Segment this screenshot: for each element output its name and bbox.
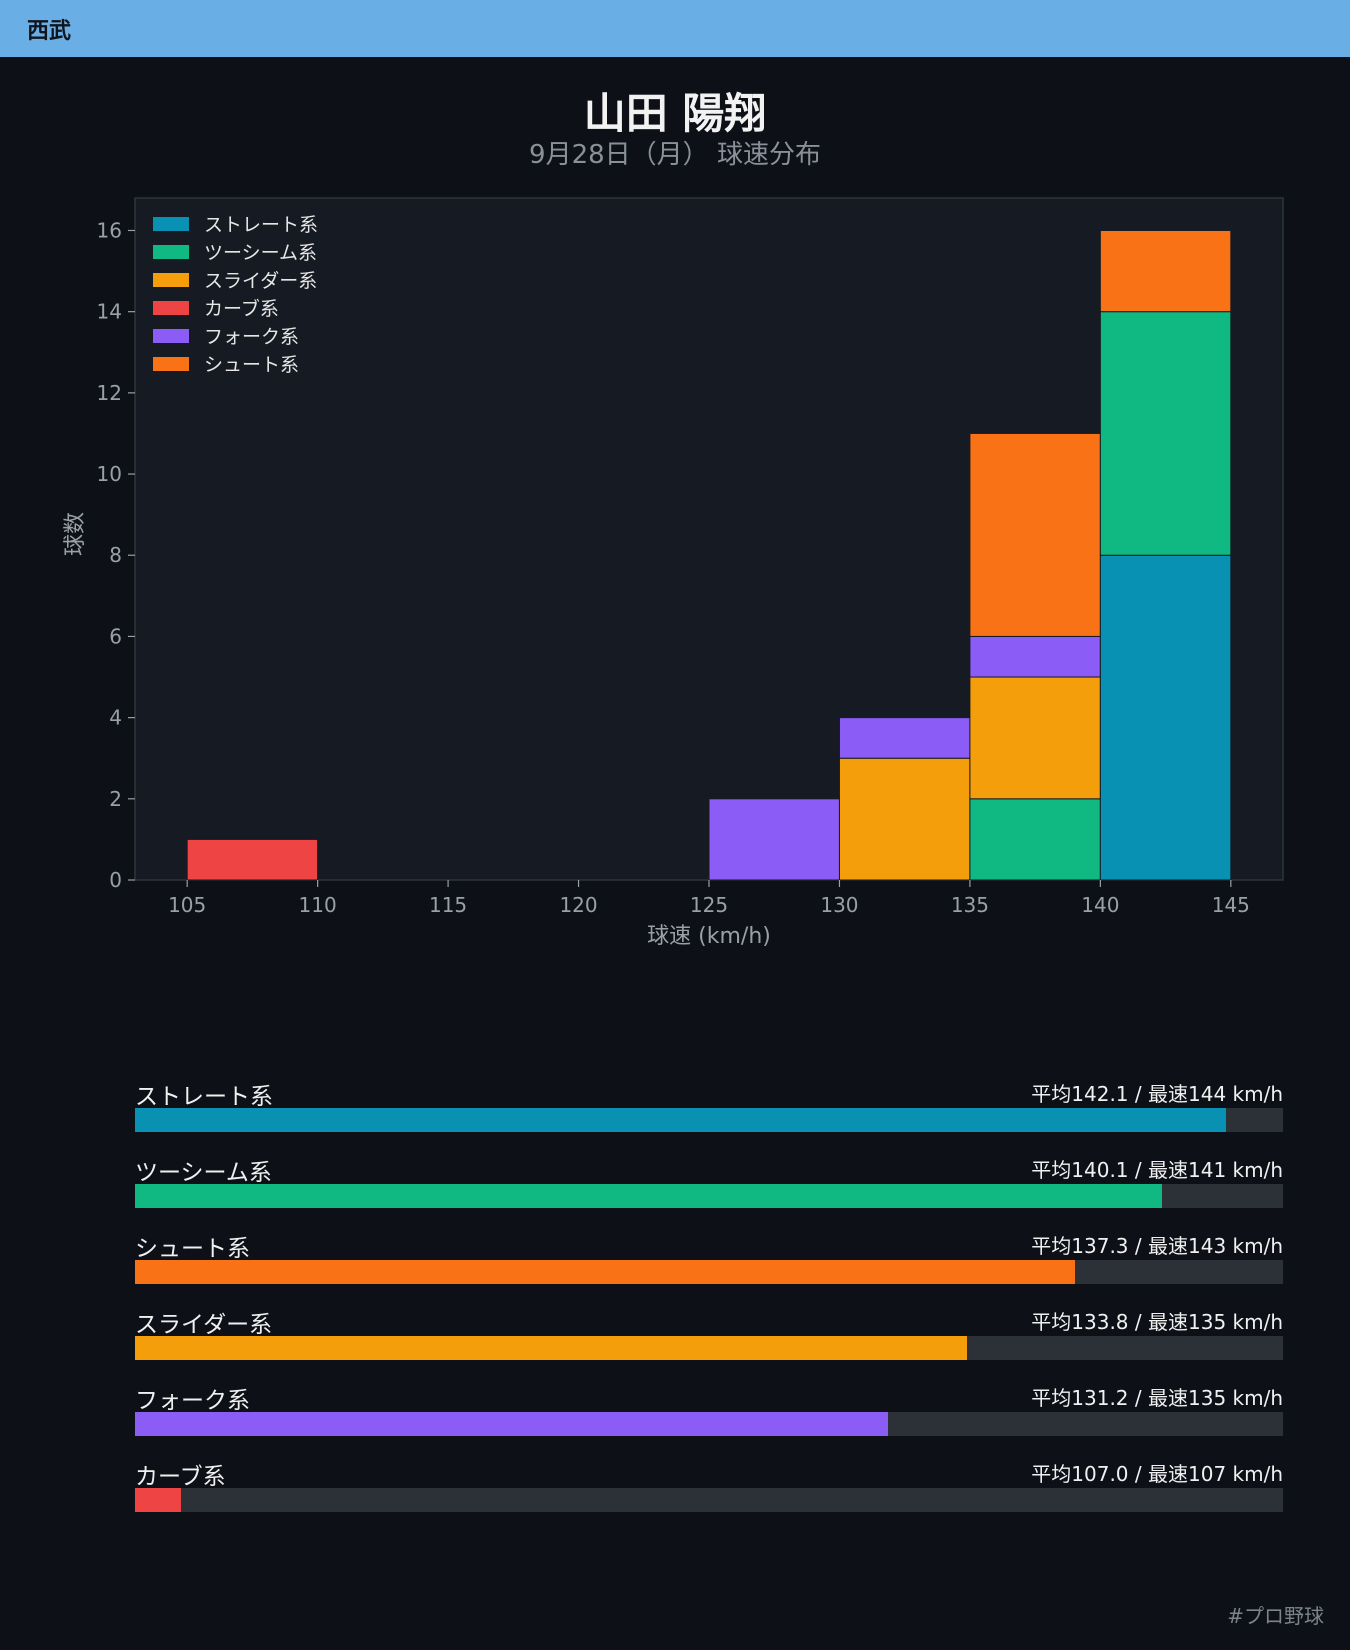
bar-segment: [838, 757, 971, 881]
speed-summary: ストレート系 平均142.1 / 最速144 km/h ツーシーム系 平均140.1 …: [135, 1075, 1283, 1531]
y-tick-label: 16: [97, 218, 122, 242]
speed-row: フォーク系 平均131.2 / 最速135 km/h: [135, 1379, 1283, 1455]
pitch-type-name: フォーク系: [135, 1388, 250, 1414]
speed-histogram: 105 110 115 120 125 130 135 140 145 0 2 4 6 8 10 12 14 16…: [63, 197, 1284, 949]
legend-label: カーブ系: [204, 297, 279, 320]
speed-row-header: ストレート系 平均142.1 / 最速144 km/h: [135, 1075, 1283, 1110]
pitch-speed-stats: 平均107.0 / 最速107 km/h: [1031, 1462, 1283, 1486]
speed-row: ツーシーム系 平均140.1 / 最速141 km/h: [135, 1151, 1283, 1227]
legend-swatch: [153, 217, 189, 231]
y-tick-label: 14: [97, 300, 122, 324]
x-axis-label: 球速 (km/h): [647, 924, 771, 949]
legend-swatch: [153, 357, 189, 371]
legend-label: ストレート系: [204, 214, 318, 236]
legend-swatch: [153, 245, 189, 259]
pitch-speed-stats: 平均131.2 / 最速135 km/h: [1031, 1386, 1283, 1410]
bar-segment: [969, 676, 1101, 800]
speed-bar-track: [135, 1336, 1283, 1360]
x-tick-label: 135: [951, 893, 989, 917]
bar-segment: [969, 635, 1101, 678]
legend-label: ツーシーム系: [204, 242, 317, 264]
speed-bar-fill: [135, 1336, 968, 1360]
legend-swatch: [153, 273, 189, 287]
speed-bar-track: [135, 1488, 1283, 1512]
speed-row-header: シュート系 平均137.3 / 最速143 km/h: [135, 1227, 1283, 1262]
y-tick-label: 0: [109, 868, 122, 892]
bar-segment: [969, 798, 1101, 881]
speed-bar-fill: [135, 1108, 1226, 1132]
pitch-speed-stats: 平均142.1 / 最速144 km/h: [1031, 1082, 1283, 1106]
speed-bar-fill: [135, 1260, 1076, 1284]
legend-swatch: [153, 329, 189, 343]
team-name: 西武: [27, 19, 72, 44]
bar-segment: [1099, 554, 1232, 881]
y-tick-label: 4: [109, 706, 122, 730]
bar-segment: [969, 432, 1101, 637]
pitcher-name: 山田 陽翔: [583, 89, 767, 138]
y-axis-label: 球数: [63, 512, 88, 556]
x-tick-label: 130: [820, 893, 858, 917]
y-tick-label: 2: [109, 787, 122, 811]
x-tick-label: 145: [1212, 893, 1250, 917]
speed-row-header: カーブ系 平均107.0 / 最速107 km/h: [135, 1455, 1283, 1490]
speed-row: ストレート系 平均142.1 / 最速144 km/h: [135, 1075, 1283, 1151]
pitch-type-name: スライダー系: [135, 1312, 273, 1338]
bar-segment: [838, 717, 971, 759]
legend-swatch: [153, 301, 189, 315]
y-tick-label: 6: [109, 624, 122, 648]
speed-bar-fill: [135, 1488, 181, 1512]
x-tick-label: 140: [1081, 893, 1119, 917]
x-tick-label: 105: [168, 893, 206, 917]
pitch-type-name: ツーシーム系: [135, 1160, 272, 1186]
y-tick-label: 8: [109, 543, 122, 567]
speed-bar-fill: [135, 1412, 889, 1436]
y-tick-label: 12: [97, 381, 122, 405]
legend-label: フォーク系: [204, 326, 299, 348]
speed-bar-fill: [135, 1184, 1163, 1208]
pitch-speed-stats: 平均137.3 / 最速143 km/h: [1031, 1234, 1283, 1258]
legend-label: スライダー系: [204, 270, 317, 292]
speed-row-header: フォーク系 平均131.2 / 最速135 km/h: [135, 1379, 1283, 1414]
hashtag: #プロ野球: [1227, 1604, 1324, 1628]
speed-bar-track: [135, 1260, 1283, 1284]
speed-row-header: スライダー系 平均133.8 / 最速135 km/h: [135, 1303, 1283, 1338]
speed-row: シュート系 平均137.3 / 最速143 km/h: [135, 1227, 1283, 1303]
bar-segment: [186, 838, 319, 881]
speed-row: スライダー系 平均133.8 / 最速135 km/h: [135, 1303, 1283, 1379]
speed-row: カーブ系 平均107.0 / 最速107 km/h: [135, 1455, 1283, 1531]
x-tick-label: 115: [429, 893, 467, 917]
x-tick-label: 110: [299, 893, 337, 917]
speed-bar-track: [135, 1108, 1283, 1132]
header-bar: 西武: [0, 0, 1350, 57]
bar-segment: [1099, 311, 1232, 556]
speed-bar-track: [135, 1184, 1283, 1208]
pitch-type-name: カーブ系: [135, 1464, 226, 1490]
y-tick-label: 10: [97, 462, 122, 486]
speed-bar-track: [135, 1412, 1283, 1436]
bar-segment: [1099, 229, 1232, 313]
speed-row-header: ツーシーム系 平均140.1 / 最速141 km/h: [135, 1151, 1283, 1186]
bar-segment: [708, 798, 840, 881]
pitch-speed-stats: 平均140.1 / 最速141 km/h: [1031, 1158, 1283, 1182]
pitch-type-name: シュート系: [135, 1236, 250, 1262]
pitch-speed-stats: 平均133.8 / 最速135 km/h: [1031, 1310, 1283, 1334]
chart-subtitle: 9月28日（月） 球速分布: [529, 140, 821, 170]
x-tick-label: 120: [559, 893, 597, 917]
x-tick-label: 125: [690, 893, 728, 917]
legend-label: シュート系: [204, 354, 299, 376]
pitch-type-name: ストレート系: [135, 1084, 273, 1110]
